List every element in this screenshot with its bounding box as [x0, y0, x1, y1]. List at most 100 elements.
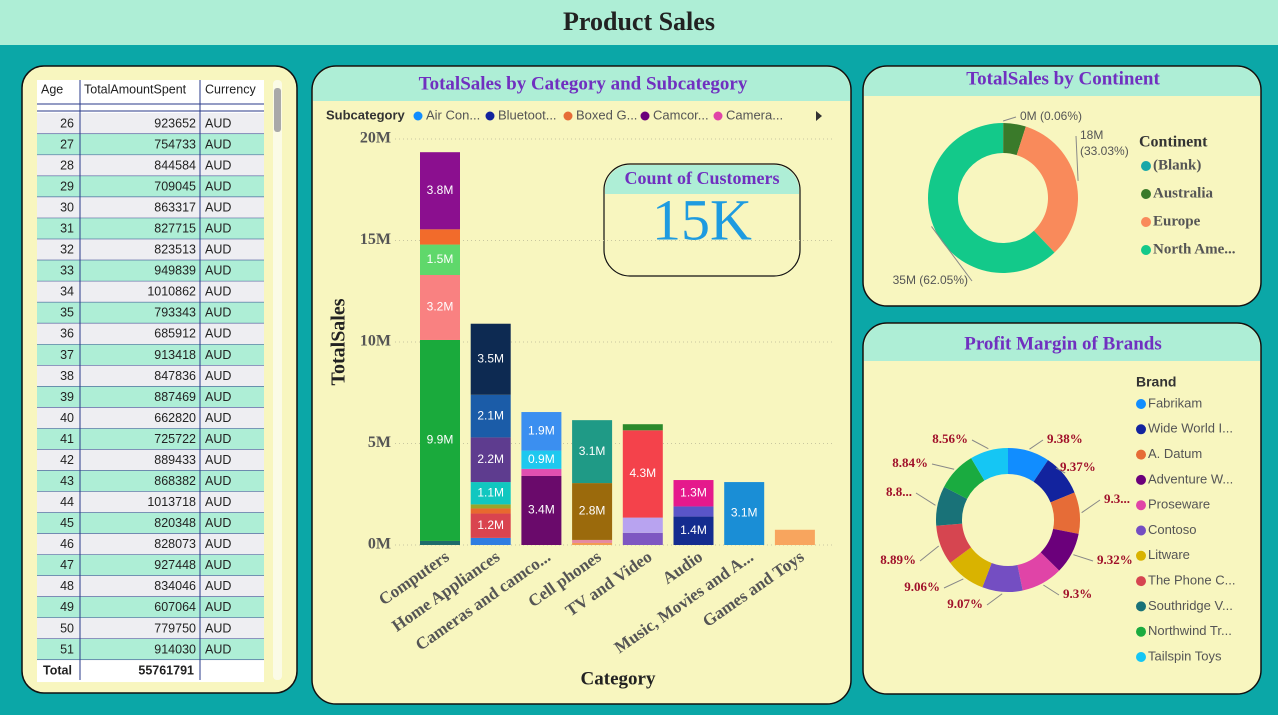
bar-segment	[470, 323, 511, 395]
cell-age: 44	[60, 495, 74, 509]
x-axis-title: Category	[581, 668, 656, 689]
cell-currency: AUD	[205, 600, 231, 614]
cell-currency: AUD	[205, 537, 231, 551]
continent-title: TotalSales by Continent	[966, 68, 1160, 89]
cell-currency: AUD	[205, 516, 231, 530]
leader-line	[1075, 135, 1079, 181]
cell-amount: 844584	[154, 158, 196, 172]
cell-currency: AUD	[205, 327, 231, 341]
bar-segment	[724, 482, 765, 545]
donut-slice	[1016, 126, 1078, 253]
cell-age: 27	[60, 137, 74, 151]
data-label: 8.89%	[880, 552, 916, 567]
data-label: 9.3...	[1104, 491, 1130, 506]
cell-amount: 827715	[154, 222, 196, 236]
donut-slice	[1050, 492, 1081, 534]
cell-amount: 607064	[154, 600, 196, 614]
cell-currency: AUD	[205, 453, 231, 467]
cell-age: 47	[60, 558, 74, 572]
table-row	[37, 239, 264, 261]
data-label: 9.06%	[904, 579, 940, 594]
data-label: 18M (33.03%)	[1080, 128, 1129, 158]
cell-amount: 863317	[154, 200, 196, 214]
legend-label: Camera...	[726, 107, 783, 122]
cell-amount: 889433	[154, 453, 196, 467]
cell-currency: AUD	[205, 285, 231, 299]
column-header: Currency	[205, 82, 256, 96]
leader-line	[931, 226, 973, 282]
cell-age: 48	[60, 579, 74, 593]
cell-currency: AUD	[205, 474, 231, 488]
legend-marker	[1136, 449, 1146, 460]
data-label: 4.3M	[629, 466, 656, 480]
bar-segment	[420, 339, 460, 541]
cell-currency: AUD	[205, 390, 231, 404]
data-label: 1.9M	[528, 423, 555, 437]
cell-currency: AUD	[205, 348, 231, 362]
cell-amount: 913418	[154, 348, 196, 362]
legend-marker	[1136, 576, 1146, 587]
table-row	[37, 344, 264, 366]
table-row	[37, 323, 264, 345]
leader-line	[931, 463, 955, 470]
legend-scroll-arrow[interactable]	[816, 111, 822, 121]
cell-currency: AUD	[205, 264, 231, 278]
legend-marker	[563, 111, 573, 121]
donut-slice	[928, 123, 1055, 273]
cell-currency: AUD	[205, 495, 231, 509]
cell-currency: AUD	[205, 621, 231, 635]
legend-title: Continent	[1139, 134, 1208, 151]
cell-amount: 709045	[154, 179, 196, 193]
legend-label: Northwind Tr...	[1148, 623, 1232, 638]
table-row	[37, 260, 264, 282]
scrollbar-thumb[interactable]	[274, 88, 281, 132]
leader-line	[986, 593, 1003, 606]
donut-slice	[936, 523, 972, 563]
leader-line	[1029, 439, 1044, 450]
data-label: 3.1M	[731, 506, 758, 520]
cell-currency: AUD	[205, 579, 231, 593]
y-tick-label: 5M	[368, 434, 391, 451]
scrollbar[interactable]	[273, 80, 282, 680]
table-row	[37, 281, 264, 303]
bar-segment	[470, 437, 511, 483]
table-row	[37, 176, 264, 198]
data-label: 3.1M	[579, 444, 606, 458]
legend-label: Contoso	[1148, 522, 1196, 537]
table-row	[37, 596, 264, 618]
legend-marker	[1136, 399, 1146, 409]
kpi-value: 15K	[652, 187, 752, 252]
continent-title-band	[864, 67, 1260, 96]
bar-segment	[673, 516, 714, 545]
legend-label: Australia	[1153, 185, 1214, 201]
cell-amount: 662820	[154, 411, 196, 425]
cell-currency: AUD	[205, 411, 231, 425]
table-row	[37, 491, 264, 513]
bar-segment	[572, 542, 613, 545]
leader-line	[1081, 499, 1101, 514]
table-row	[37, 197, 264, 219]
legend-label: Boxed G...	[576, 107, 637, 122]
brand-title: Profit Margin of Brands	[964, 333, 1162, 354]
legend-title: Brand	[1136, 374, 1176, 390]
data-label: 9.9M	[427, 433, 454, 447]
data-label: 8.8...	[886, 484, 912, 499]
legend-marker	[1136, 500, 1146, 511]
leader-line	[943, 578, 964, 589]
cell-amount: 923652	[154, 116, 196, 130]
cell-amount: 754733	[154, 137, 196, 151]
bar-segment	[470, 394, 511, 438]
data-label: 9.32%	[1097, 552, 1133, 567]
cell-age: 29	[60, 179, 74, 193]
total-label: Total	[43, 663, 72, 677]
bar-title: TotalSales by Category and Subcategory	[419, 73, 748, 94]
cell-age: 41	[60, 432, 74, 446]
cell-age: 39	[60, 390, 74, 404]
cell-amount: 868382	[154, 474, 196, 488]
legend-marker	[1136, 550, 1146, 561]
legend-marker	[1136, 601, 1146, 612]
cell-currency: AUD	[205, 158, 231, 172]
cell-amount: 685912	[154, 327, 196, 341]
cell-age: 50	[60, 621, 74, 635]
